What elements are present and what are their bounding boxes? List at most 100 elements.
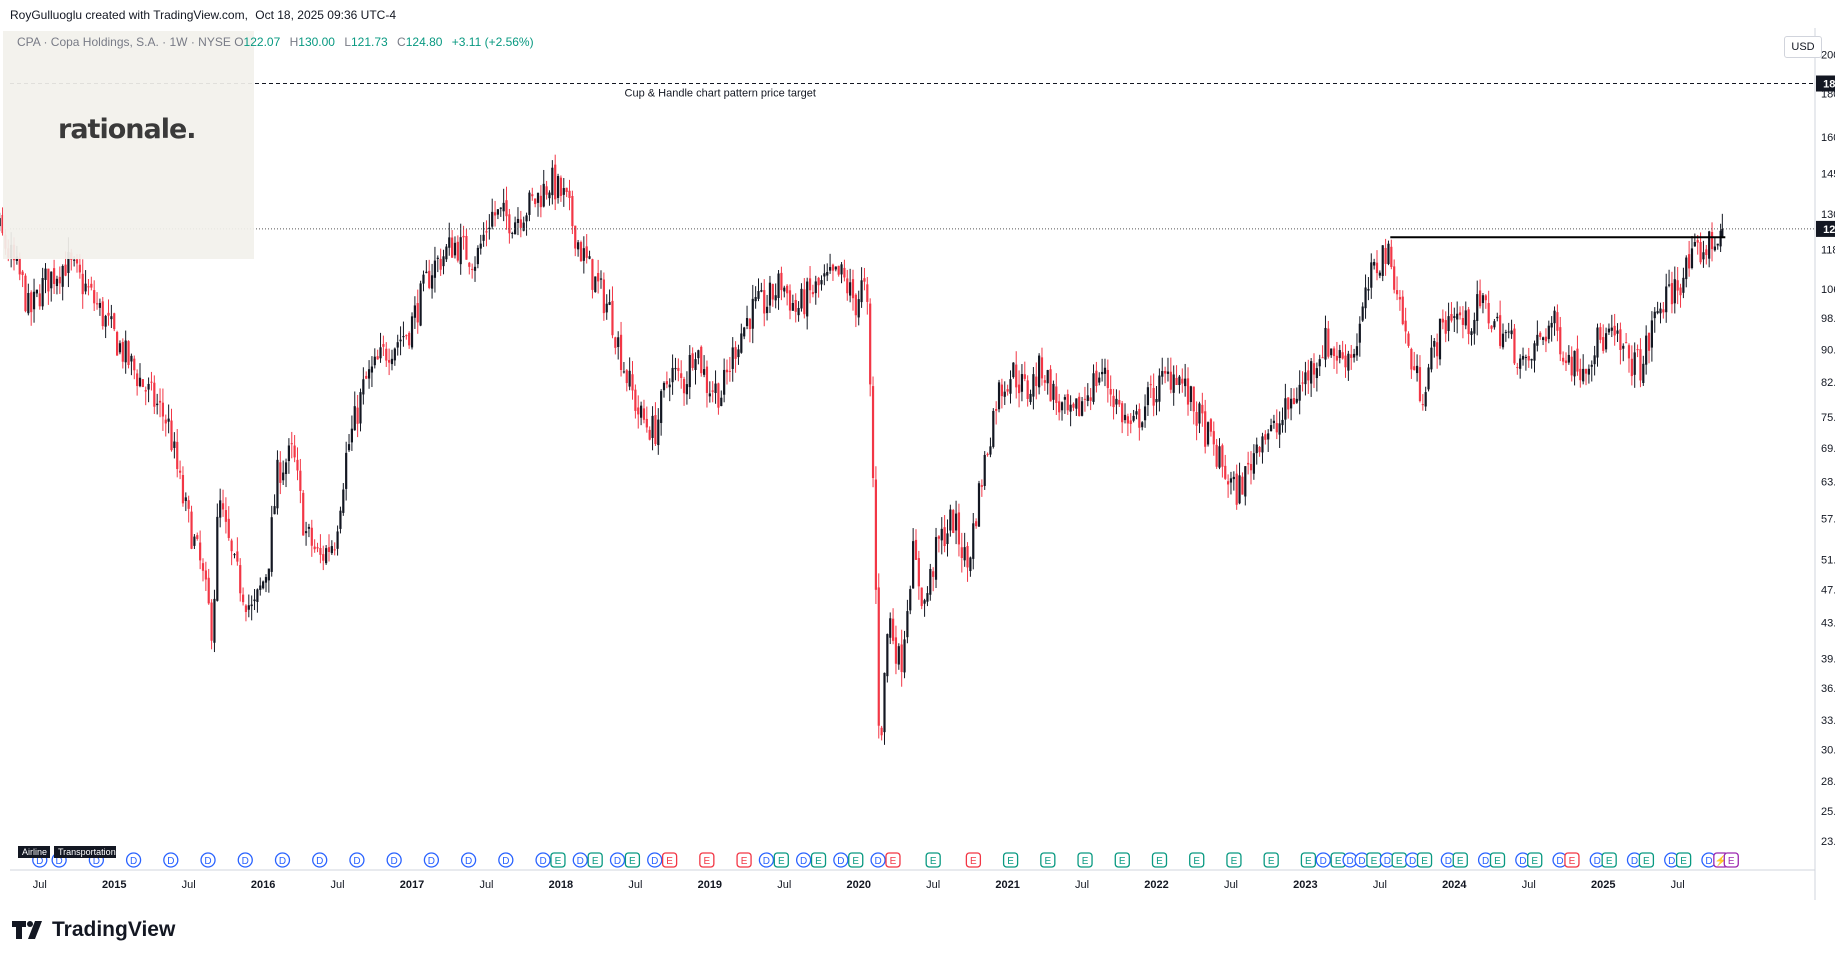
- low-value: 121.73: [351, 35, 388, 49]
- candle-body: [757, 291, 760, 299]
- candle-body: [448, 237, 451, 248]
- earnings-badge-text: E: [1119, 856, 1126, 867]
- candle-body: [1161, 371, 1164, 377]
- candle-body: [327, 547, 331, 552]
- candle-body: [1645, 335, 1648, 365]
- candle-body: [1304, 372, 1307, 385]
- candle-body: [299, 470, 302, 491]
- candle-body: [1080, 401, 1084, 416]
- candle-body: [1524, 357, 1528, 359]
- candle-body: [1642, 363, 1645, 383]
- candles: [0, 154, 1724, 745]
- industry-tag-text: Transportation: [58, 847, 116, 857]
- candle-body: [1321, 357, 1324, 359]
- candle-body: [723, 369, 726, 395]
- y-tick-label: 180.00: [1821, 89, 1835, 101]
- candle-body: [270, 517, 273, 572]
- candle-body: [1358, 323, 1361, 343]
- y-tick-label: 130.00: [1821, 209, 1835, 221]
- candle-body: [1444, 320, 1447, 334]
- candle-body: [1547, 325, 1550, 340]
- currency-button[interactable]: USD: [1784, 36, 1822, 58]
- candle-body: [751, 298, 754, 329]
- y-tick-label: 106.00: [1821, 284, 1835, 296]
- candle-body: [385, 348, 388, 361]
- earnings-badge: [1527, 852, 1543, 868]
- close-label: C: [397, 35, 406, 49]
- candle-body: [1123, 414, 1127, 421]
- candle-body: [399, 339, 402, 342]
- candle-body: [482, 234, 485, 241]
- candle-body: [256, 589, 259, 602]
- candle-body: [791, 303, 794, 311]
- dividend-badge-text: D: [428, 856, 435, 867]
- earnings-badge-text: E: [629, 856, 636, 867]
- last-price-badge-text: 124.80: [1823, 224, 1835, 236]
- candle-body: [24, 275, 27, 312]
- candle-body: [408, 332, 411, 346]
- candle-body: [1292, 398, 1296, 405]
- candle-body: [826, 271, 829, 276]
- candle-body: [814, 281, 817, 294]
- candle-body: [1619, 329, 1622, 350]
- candle-body: [1647, 332, 1651, 351]
- candle-body: [471, 268, 474, 270]
- symbol-legend[interactable]: CPA · Copa Holdings, S.A. · 1W · NYSE O1…: [17, 35, 534, 49]
- candle-body: [860, 280, 863, 303]
- y-tick-label: 33.00: [1821, 715, 1835, 727]
- candle-body: [771, 284, 774, 300]
- candle-body: [95, 303, 99, 305]
- dividend-badge-text: D: [1482, 856, 1489, 867]
- candle-body: [1504, 332, 1507, 334]
- candle-body: [373, 356, 376, 366]
- candle-body: [831, 264, 835, 271]
- candle-body: [382, 344, 385, 347]
- earnings-badge: [848, 852, 864, 868]
- x-tick-label: 2020: [846, 879, 870, 891]
- tradingview-logo[interactable]: TradingView: [12, 918, 175, 942]
- y-tick-label: 47.00: [1821, 585, 1835, 597]
- candle-body: [1261, 436, 1264, 453]
- candle-body: [1464, 310, 1467, 326]
- candle-body: [828, 267, 832, 271]
- candle-body: [479, 243, 482, 249]
- industry-tag-text: Airline: [22, 847, 47, 857]
- candle-body: [1696, 240, 1699, 243]
- candle-body: [519, 219, 522, 228]
- earnings-badge: [1452, 852, 1468, 868]
- candle-body: [1596, 327, 1599, 358]
- candle-body: [219, 500, 222, 518]
- candle-body: [1636, 349, 1639, 351]
- dividend-badge-text: D: [1358, 856, 1365, 867]
- candle-body: [591, 259, 594, 290]
- dividend-badge-text: D: [614, 856, 621, 867]
- candle-body: [262, 581, 265, 589]
- symbol-name: CPA · Copa Holdings, S.A. · 1W · NYSE: [17, 35, 231, 49]
- dividend-badge: [349, 852, 365, 868]
- candle-body: [1324, 327, 1327, 360]
- candle-body: [1181, 378, 1184, 384]
- candle-body: [929, 569, 932, 595]
- dividend-badge-text: D: [167, 856, 174, 867]
- candle-body: [359, 392, 362, 424]
- candle-body: [617, 337, 620, 347]
- candle-body: [425, 271, 428, 274]
- candle-body: [396, 342, 399, 348]
- candle-body: [1017, 384, 1021, 394]
- y-tick-label: 28.00: [1821, 776, 1835, 788]
- candle-body: [682, 378, 686, 394]
- candle-body: [493, 212, 497, 216]
- candle-body: [986, 453, 989, 456]
- candle-body: [1201, 404, 1204, 414]
- candle-body: [1332, 348, 1336, 357]
- candle-body: [1347, 353, 1350, 371]
- candle-body: [1656, 311, 1659, 314]
- candle-body: [1599, 327, 1602, 340]
- candle-body: [1003, 391, 1006, 397]
- candle-body: [1098, 377, 1101, 383]
- candle-body: [1235, 473, 1238, 505]
- earnings-badge: [1040, 852, 1056, 868]
- candle-body: [44, 268, 47, 280]
